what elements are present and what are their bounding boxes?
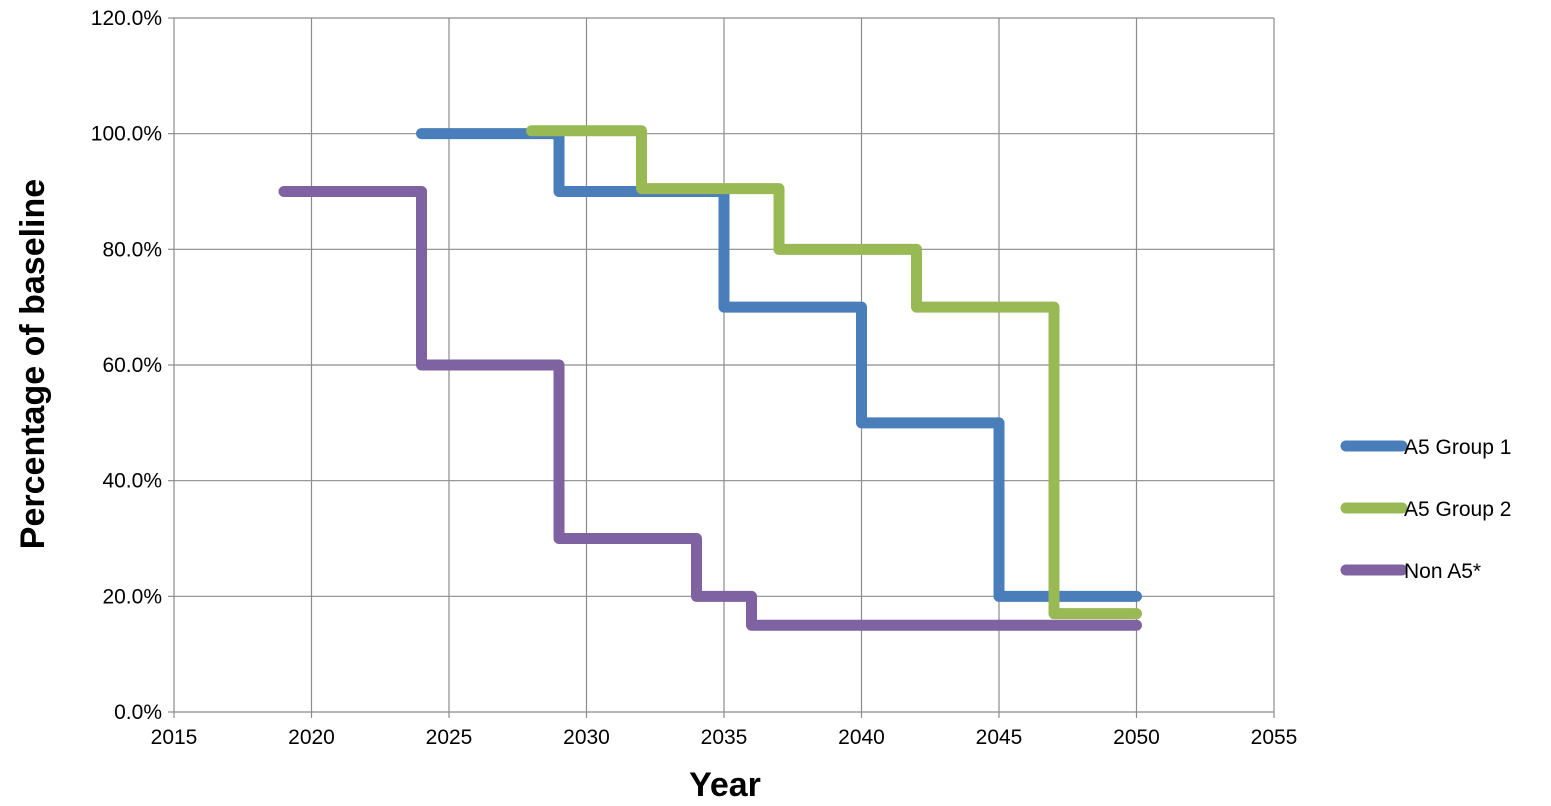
y-tick-label: 80.0%: [102, 238, 162, 261]
legend-label: A5 Group 1: [1404, 436, 1511, 459]
axes: [168, 17, 1275, 718]
series-line-3: [278, 186, 1142, 631]
gridlines: [173, 17, 1275, 713]
x-tick-label: 2040: [838, 726, 885, 749]
legend: A5 Group 1 A5 Group 2 Non A5*: [1340, 436, 1511, 583]
y-axis-ticks: 0.0% 20.0% 40.0% 60.0% 80.0% 100.0% 120.0%: [91, 7, 162, 724]
y-tick-label: 120.0%: [91, 7, 162, 30]
series-line-1: [416, 128, 1142, 602]
x-tick-label: 2055: [1251, 726, 1298, 749]
y-tick-label: 100.0%: [91, 123, 162, 146]
x-tick-label: 2025: [426, 726, 473, 749]
series-line-2: [526, 125, 1142, 620]
y-tick-label: 40.0%: [102, 470, 162, 493]
y-tick-label: 0.0%: [114, 701, 162, 724]
x-tick-label: 2045: [976, 726, 1023, 749]
legend-item: A5 Group 2: [1340, 498, 1511, 521]
y-tick-label: 60.0%: [102, 354, 162, 377]
series-lines: [278, 125, 1142, 631]
legend-item: A5 Group 1: [1340, 436, 1511, 459]
x-tick-label: 2050: [1113, 726, 1160, 749]
x-tick-label: 2030: [563, 726, 610, 749]
x-tick-label: 2035: [701, 726, 748, 749]
legend-item: Non A5*: [1340, 560, 1481, 583]
y-tick-label: 20.0%: [102, 585, 162, 608]
x-tick-label: 2015: [151, 726, 198, 749]
x-axis-title: Year: [689, 766, 761, 804]
x-axis-ticks: 2015 2020 2025 2030 2035 2040 2045 2050 2055: [151, 726, 1298, 749]
y-axis-title: Percentage of baseline: [14, 179, 52, 549]
x-tick-label: 2020: [288, 726, 335, 749]
legend-label: A5 Group 2: [1404, 498, 1511, 521]
legend-label: Non A5*: [1404, 560, 1481, 583]
